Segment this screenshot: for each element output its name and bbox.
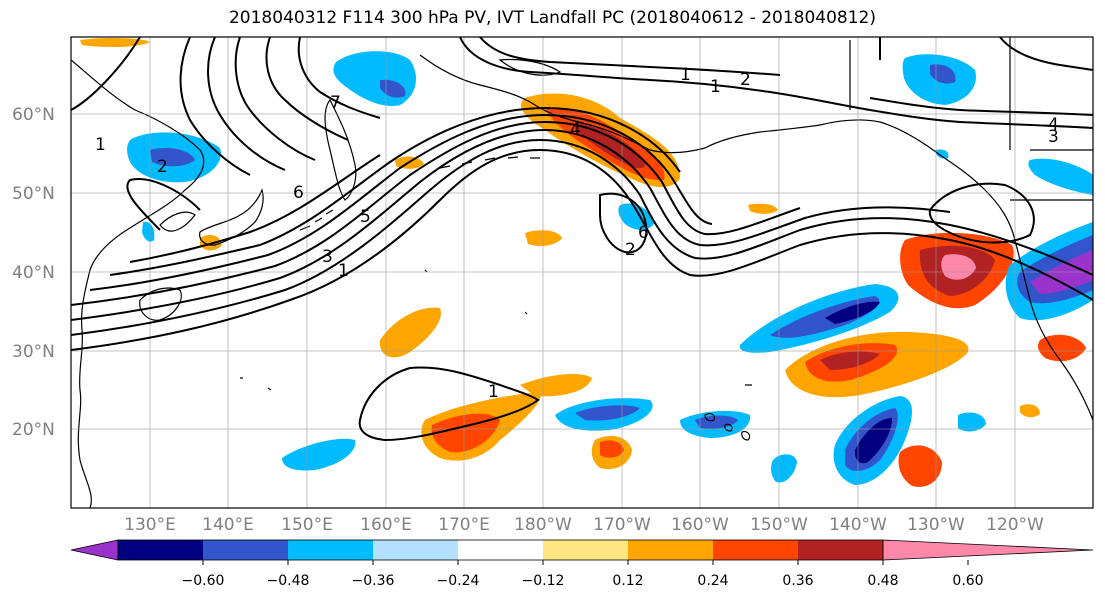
contour-labels: 1 2 7 6 5 3 1 4 1 2 1 6 2 4 3 1	[95, 65, 1059, 402]
gridlines	[71, 37, 1093, 508]
lat-label: 40°N	[12, 263, 55, 283]
positive-anomaly-region	[941, 254, 976, 280]
contour-label: 2	[157, 157, 168, 177]
positive-anomaly-region	[1037, 334, 1086, 362]
contour-label: 2	[625, 240, 636, 260]
positive-anomaly-region	[431, 413, 500, 453]
positive-anomaly-region	[379, 307, 441, 358]
lon-label: 170°W	[593, 515, 651, 535]
lon-label: 130°W	[907, 515, 965, 535]
colorbar-segment	[203, 540, 288, 560]
positive-anomaly-region	[575, 120, 646, 169]
positive-anomaly-region	[600, 440, 624, 458]
positive-anomaly-region	[748, 203, 778, 214]
colorbar-tick-label: −0.12	[522, 573, 565, 589]
colorbar-tick-label: 0.60	[952, 573, 983, 589]
contour-label: 4	[570, 120, 581, 140]
lon-label: 160°W	[671, 515, 729, 535]
colorbar-tick-label: −0.24	[437, 573, 480, 589]
lat-label: 60°N	[12, 105, 55, 125]
colorbar-outline	[117, 539, 884, 561]
lon-label: 120°W	[986, 515, 1044, 535]
contour-label: 7	[330, 93, 341, 113]
contour-label: 1	[488, 382, 499, 402]
colorbar-segment	[118, 540, 203, 560]
colorbar-tick-label: 0.36	[782, 573, 813, 589]
colorbar-segment	[458, 540, 543, 560]
lon-label: 180°W	[514, 515, 572, 535]
lon-label: 150°E	[281, 515, 333, 535]
positive-anomaly-region	[80, 37, 150, 47]
colorbar-segment	[373, 540, 458, 560]
lat-label: 30°N	[12, 342, 55, 362]
lat-label: 50°N	[12, 184, 55, 204]
negative-anomaly-region	[958, 412, 986, 432]
contour-label: 6	[638, 223, 649, 243]
negative-anomaly-region	[142, 221, 155, 242]
negative-anomaly-region	[935, 149, 949, 159]
colorbar: −0.60 −0.48 −0.36 −0.24 −0.12 0.12 0.24 …	[70, 539, 1094, 589]
lat-label: 20°N	[12, 420, 55, 440]
colorbar-tick-label: −0.48	[267, 573, 310, 589]
contour-label: 1	[95, 135, 106, 155]
latitude-labels: 60°N 50°N 40°N 30°N 20°N	[12, 105, 55, 440]
lon-label: 140°E	[202, 515, 254, 535]
positive-anomaly-region	[525, 230, 562, 246]
map-title: 2018040312 F114 300 hPa PV, IVT Landfall…	[228, 8, 876, 28]
contour-label: 1	[710, 77, 721, 97]
positive-anomaly-region	[200, 234, 222, 251]
lon-label: 150°W	[750, 515, 808, 535]
colorbar-ticks	[202, 560, 969, 565]
contour-label: 3	[1048, 127, 1059, 147]
colorbar-segment	[713, 540, 798, 560]
map-border	[70, 36, 1094, 509]
negative-anomaly-region	[825, 301, 880, 324]
colorbar-segment	[628, 540, 713, 560]
pv-contours	[71, 37, 1093, 442]
lon-label: 140°W	[829, 515, 887, 535]
colorbar-tick-label: 0.12	[612, 573, 643, 589]
coastlines	[71, 37, 1093, 508]
negative-anomaly-region	[282, 438, 356, 471]
colorbar-tick-label: 0.24	[697, 573, 728, 589]
positive-anomaly-region	[1020, 404, 1040, 418]
negative-anomaly-region	[150, 148, 195, 167]
colorbar-tick-label: 0.48	[867, 573, 898, 589]
colorbar-tick-labels: −0.60 −0.48 −0.36 −0.24 −0.12 0.12 0.24 …	[182, 573, 984, 589]
contour-label: 5	[360, 207, 371, 227]
negative-anomaly-region	[1028, 158, 1093, 195]
negative-anomaly-region	[575, 405, 640, 421]
colorbar-segment	[288, 540, 373, 560]
contour-label: 3	[322, 247, 333, 267]
colorbar-extend-left	[70, 539, 119, 561]
colorbar-tick-label: −0.60	[182, 573, 225, 589]
contour-label: 1	[338, 261, 349, 281]
colorbar-segment	[798, 540, 883, 560]
lon-label: 130°E	[124, 515, 176, 535]
positive-anomaly-region	[898, 445, 942, 487]
lon-label: 170°E	[438, 515, 490, 535]
positive-anomaly-region	[520, 374, 592, 397]
contour-label: 1	[680, 65, 691, 85]
lon-label: 160°E	[360, 515, 412, 535]
colorbar-extend-right	[882, 539, 1094, 561]
contour-label: 2	[740, 70, 751, 90]
longitude-labels: 130°E 140°E 150°E 160°E 170°E 180°W 170°…	[124, 515, 1044, 535]
colorbar-segment	[543, 540, 628, 560]
negative-anomaly-region	[771, 454, 797, 483]
colorbar-tick-label: −0.36	[352, 573, 395, 589]
contour-label: 4	[1048, 115, 1059, 135]
contour-label: 6	[293, 183, 304, 203]
positive-anomaly-region	[820, 351, 880, 370]
